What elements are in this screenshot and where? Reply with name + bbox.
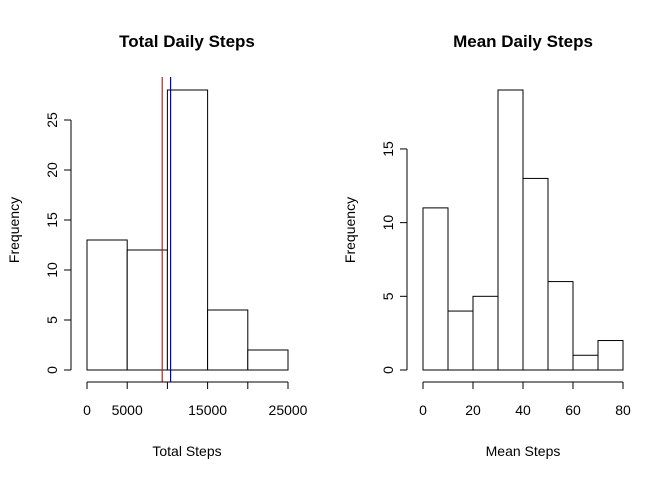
x-tick-label: 25000 bbox=[269, 402, 308, 418]
bars bbox=[86, 89, 289, 371]
y-tick-label: 0 bbox=[380, 366, 396, 374]
histogram-bar bbox=[597, 340, 624, 371]
histogram-bar bbox=[572, 354, 599, 371]
y-tick-label: 5 bbox=[44, 316, 60, 324]
x-tick-label: 40 bbox=[515, 402, 531, 418]
chart-title: Total Daily Steps bbox=[119, 32, 255, 51]
total-daily-steps-panel: Total Daily Steps Total Steps Frequency … bbox=[6, 32, 308, 459]
x-axis: 0 20 40 60 80 bbox=[419, 381, 631, 418]
x-tick-label: 15000 bbox=[188, 402, 227, 418]
y-axis: 0 5 10 15 20 25 bbox=[44, 112, 72, 374]
histogram-bar bbox=[422, 207, 449, 371]
histogram-bar bbox=[86, 239, 128, 371]
histogram-bar bbox=[472, 295, 499, 371]
y-tick-label: 10 bbox=[44, 262, 60, 278]
y-tick-label: 5 bbox=[380, 292, 396, 300]
x-tick-label: 80 bbox=[615, 402, 631, 418]
chart-title: Mean Daily Steps bbox=[453, 32, 593, 51]
histogram-bar bbox=[247, 349, 289, 371]
histogram-bar bbox=[522, 177, 549, 371]
y-tick-label: 15 bbox=[380, 141, 396, 157]
x-tick-label: 0 bbox=[419, 402, 427, 418]
x-axis: 0 5000 15000 25000 bbox=[83, 381, 308, 418]
histogram-bar bbox=[447, 310, 474, 371]
x-tick-label: 5000 bbox=[112, 402, 143, 418]
histogram-bar bbox=[547, 281, 574, 371]
y-axis-label: Frequency bbox=[6, 197, 22, 263]
y-tick-label: 25 bbox=[44, 112, 60, 128]
y-tick-label: 20 bbox=[44, 162, 60, 178]
x-tick-label: 0 bbox=[83, 402, 91, 418]
histogram-bar bbox=[166, 89, 209, 371]
histogram-bar bbox=[126, 249, 168, 371]
y-tick-label: 10 bbox=[380, 215, 396, 231]
y-tick-label: 0 bbox=[44, 366, 60, 374]
x-axis-label: Total Steps bbox=[152, 443, 221, 459]
bars bbox=[422, 89, 624, 371]
reference-lines bbox=[161, 77, 172, 382]
y-axis: 0 5 10 15 bbox=[380, 141, 408, 374]
histogram-bar bbox=[207, 309, 249, 371]
mean-daily-steps-panel: Mean Daily Steps Mean Steps Frequency 0 2… bbox=[342, 32, 631, 459]
y-axis-label: Frequency bbox=[342, 197, 358, 263]
x-tick-label: 20 bbox=[465, 402, 481, 418]
histogram-bar bbox=[497, 89, 524, 371]
x-tick-label: 60 bbox=[565, 402, 581, 418]
x-axis-label: Mean Steps bbox=[486, 443, 561, 459]
y-tick-label: 15 bbox=[44, 212, 60, 228]
